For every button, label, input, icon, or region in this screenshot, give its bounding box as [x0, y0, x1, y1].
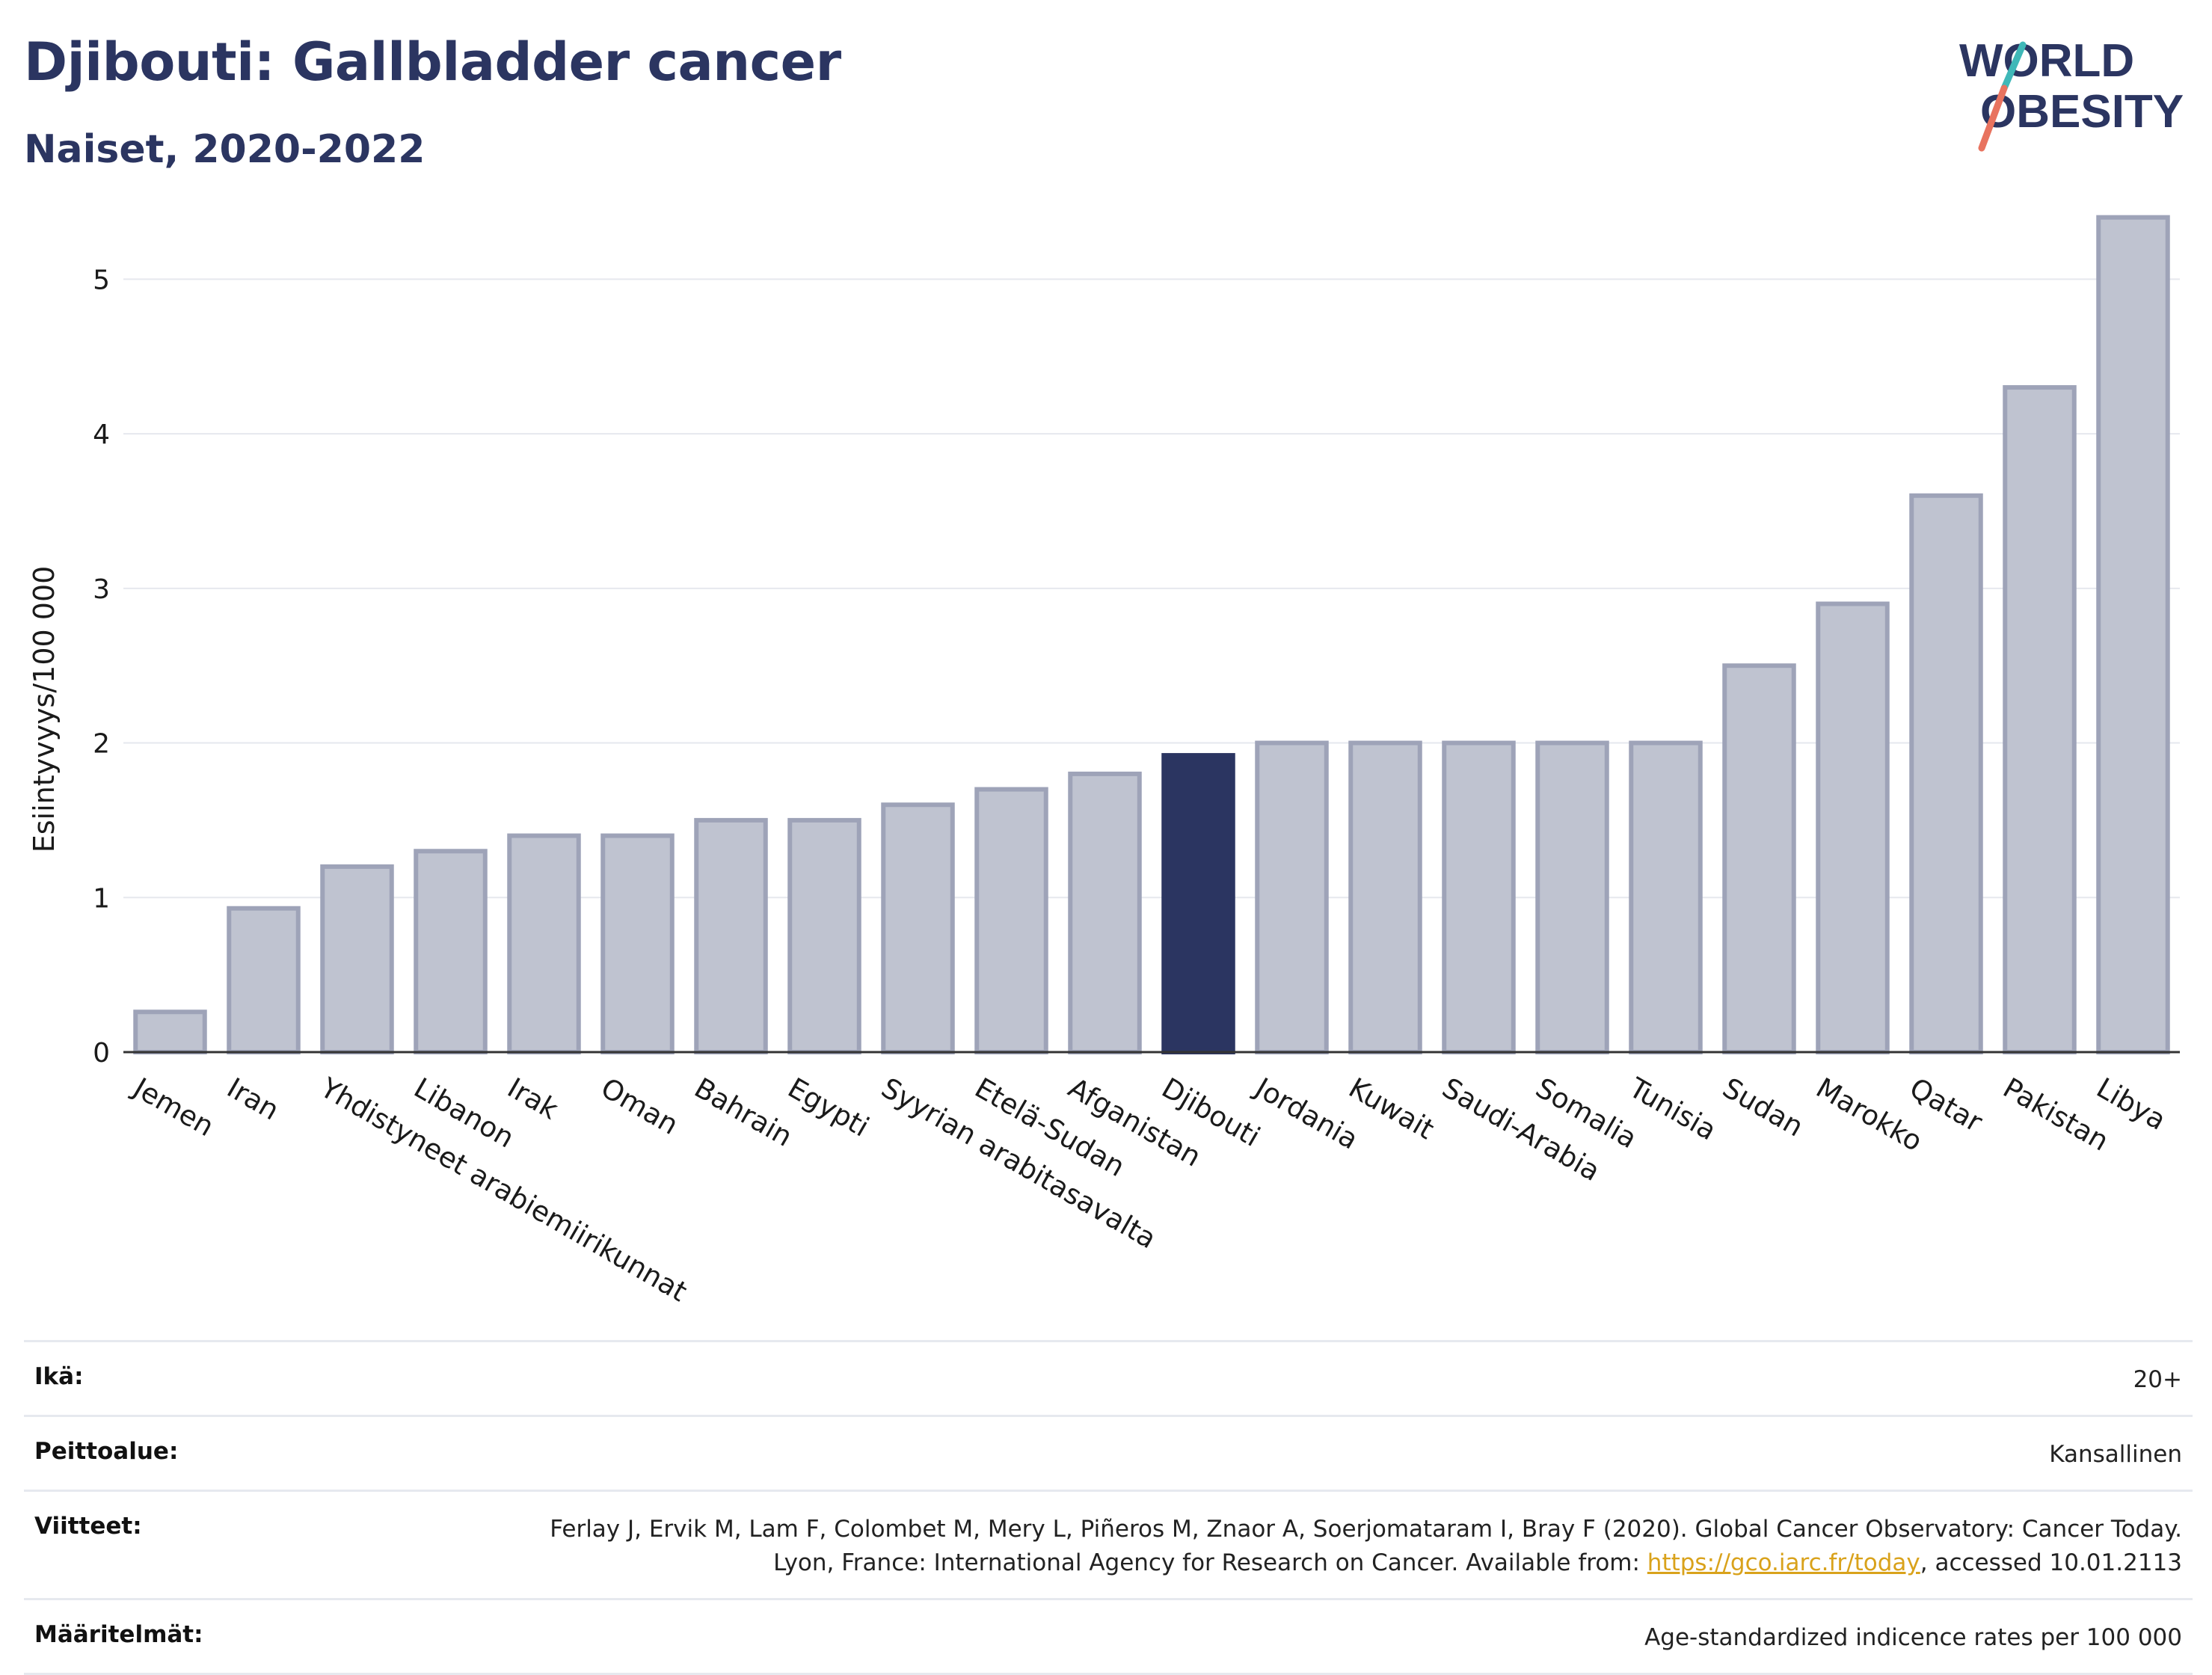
meta-refs-value: Ferlay J, Ervik M, Lam F, Colombet M, Me… — [500, 1513, 2182, 1580]
bar-marokko — [1816, 601, 1890, 1054]
logo-slash-teal — [2000, 41, 2027, 92]
x-tick-label: Iran — [221, 1072, 284, 1126]
bar-etelä-sudan — [974, 787, 1048, 1054]
x-tick-label: Egypti — [782, 1072, 874, 1143]
y-tick-label: 5 — [93, 265, 110, 295]
bar-irak — [507, 833, 581, 1054]
bar-syyrian-arabitasavalta — [881, 802, 955, 1054]
bar-oman — [600, 833, 675, 1054]
meta-row-age: Ikä: 20+ — [24, 1340, 2193, 1415]
bars — [133, 215, 2170, 1055]
meta-age-label: Ikä: — [34, 1363, 84, 1390]
y-axis-ticks: 0 1 2 3 4 5 — [93, 265, 110, 1069]
meta-row-definitions: Määritelmät: Age-standardized indicence … — [24, 1597, 2193, 1675]
bar-sudan — [1722, 663, 1796, 1054]
x-tick-label: Tunisia — [1623, 1072, 1722, 1147]
bar-libanon — [414, 849, 488, 1054]
x-tick-label: Bahrain — [689, 1072, 797, 1153]
chart-title: Djibouti: Gallbladder cancer — [24, 31, 841, 93]
meta-defs-label: Määritelmät: — [34, 1620, 203, 1648]
bar-qatar — [1909, 493, 1983, 1054]
bar-afganistan — [1068, 771, 1142, 1054]
metadata-table: Ikä: 20+ Peittoalue: Kansallinen Viittee… — [24, 1340, 2193, 1675]
logo-text-obesity: OBESITY — [1980, 86, 2184, 138]
y-tick-label: 3 — [93, 574, 110, 605]
bar-pakistan — [2003, 385, 2077, 1054]
bar-iran — [227, 906, 301, 1055]
bar-jordania — [1255, 740, 1329, 1055]
bar-egypti — [787, 817, 861, 1054]
bar-djibouti — [1161, 753, 1235, 1054]
x-tick-label: Saudi-Arabia — [1437, 1072, 1606, 1187]
x-tick-label: Irak — [502, 1072, 564, 1126]
meta-refs-label: Viitteet: — [34, 1512, 142, 1540]
bar-saudi-arabia — [1442, 740, 1516, 1055]
meta-coverage-value: Kansallinen — [2049, 1440, 2182, 1468]
logo-text-world: WORLD — [1959, 35, 2134, 87]
y-tick-label: 1 — [93, 883, 110, 914]
bar-somalia — [1535, 740, 1609, 1055]
bar-tunisia — [1629, 740, 1703, 1055]
y-tick-label: 4 — [93, 419, 110, 450]
x-tick-label: Jordania — [1249, 1071, 1364, 1156]
x-tick-label: Oman — [595, 1072, 683, 1141]
meta-coverage-label: Peittoalue: — [34, 1437, 179, 1465]
chart-subtitle: Naiset, 2020-2022 — [24, 127, 425, 172]
meta-row-coverage: Peittoalue: Kansallinen — [24, 1414, 2193, 1490]
meta-defs-value: Age-standardized indicence rates per 100… — [1644, 1623, 2182, 1651]
x-tick-label: Marokko — [1810, 1072, 1927, 1158]
x-tick-label: Jemen — [127, 1071, 220, 1143]
y-axis-label: Esiintyvyys/100 000 — [28, 566, 61, 853]
x-tick-label: Pakistan — [1997, 1072, 2114, 1158]
world-obesity-logo: WORLD OBESITY — [1959, 35, 2184, 152]
x-tick-label: Sudan — [1717, 1072, 1808, 1143]
meta-age-value: 20+ — [2133, 1366, 2182, 1393]
meta-refs-text: Ferlay J, Ervik M, Lam F, Colombet M, Me… — [550, 1515, 2182, 1576]
bar-bahrain — [694, 817, 768, 1054]
reference-link[interactable]: https://gco.iarc.fr/today — [1647, 1549, 1920, 1576]
y-tick-label: 2 — [93, 729, 110, 760]
bar-libya — [2096, 215, 2170, 1054]
x-axis-labels: Jemen Iran Yhdistyneet arabiemiirikunnatLi… — [127, 1071, 2172, 1308]
bar-chart: 0 1 2 3 4 5 Jemen Iran Yhdistyneet arabiemiirik… — [28, 215, 2180, 1308]
meta-refs-accessed: , accessed 10.01.2113 — [1920, 1549, 2182, 1576]
bar-jemen — [133, 1009, 207, 1054]
logo-slash-coral — [1978, 84, 2008, 152]
bar-kuwait — [1348, 740, 1422, 1055]
y-tick-label: 0 — [93, 1038, 110, 1069]
meta-row-references: Viitteet: Ferlay J, Ervik M, Lam F, Colo… — [24, 1489, 2193, 1598]
bar-yhdistyneet-arabiemiirikunnat — [320, 864, 394, 1054]
